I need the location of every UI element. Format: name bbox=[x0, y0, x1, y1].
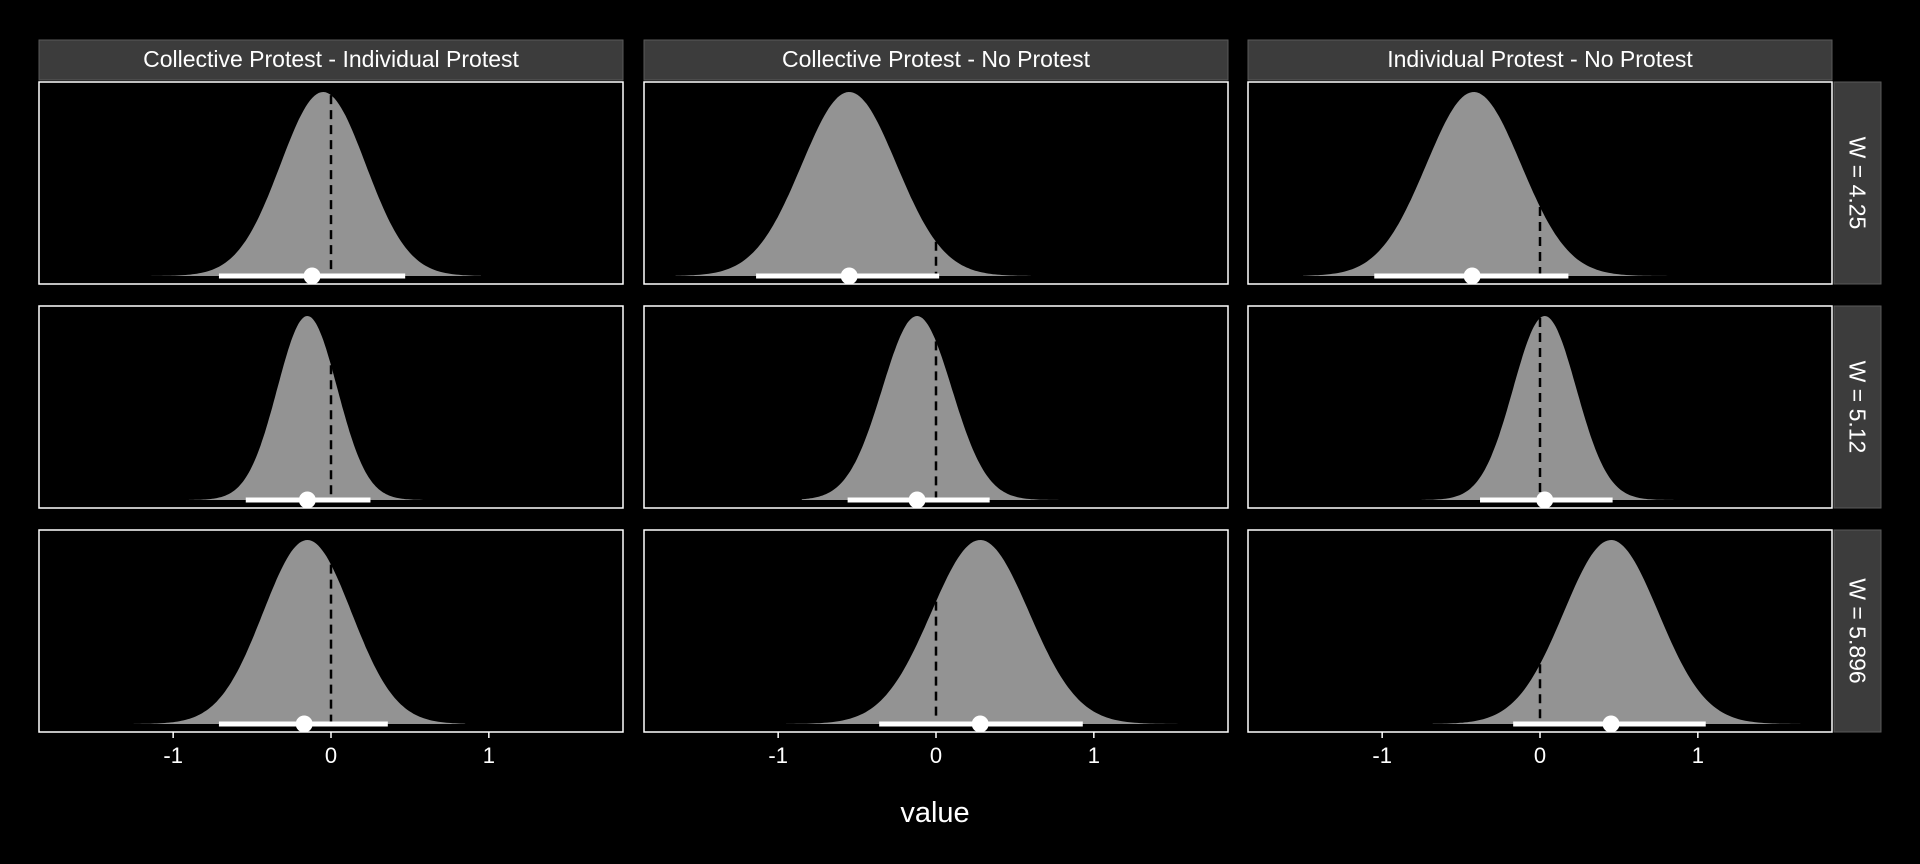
point-estimate bbox=[1463, 267, 1481, 285]
x-tick-label: 0 bbox=[325, 743, 337, 768]
x-axis: -1 0 1 bbox=[163, 732, 495, 768]
facet-panel bbox=[1247, 81, 1833, 285]
panel-border bbox=[643, 81, 1229, 285]
x-tick-label: 0 bbox=[930, 743, 942, 768]
point-estimate bbox=[295, 715, 313, 733]
panel-border bbox=[1247, 305, 1833, 509]
x-tick-label: -1 bbox=[1372, 743, 1392, 768]
x-tick-label: 1 bbox=[1692, 743, 1704, 768]
density-area bbox=[133, 540, 466, 724]
x-axis-title: value bbox=[900, 797, 969, 829]
facet-strip-right-background bbox=[1833, 81, 1882, 285]
density-area bbox=[675, 92, 1031, 276]
density-area bbox=[188, 316, 423, 500]
facet-strip-right-label: W = 4.25 bbox=[1845, 137, 1871, 230]
x-tick-label: 0 bbox=[1534, 743, 1546, 768]
point-estimate bbox=[298, 491, 316, 509]
facet-panel bbox=[38, 305, 624, 509]
facet-strip-top: Collective Protest - Individual Protest bbox=[38, 39, 624, 81]
x-tick-label: 1 bbox=[483, 743, 495, 768]
panel-border bbox=[38, 81, 624, 285]
facet-panel bbox=[643, 81, 1229, 285]
x-axis: -1 0 1 bbox=[1372, 732, 1704, 768]
facet-panel bbox=[1247, 305, 1833, 509]
facet-strip-top-label: Collective Protest - No Protest bbox=[782, 46, 1091, 72]
facet-strip-top-background bbox=[38, 39, 624, 81]
facet-strip-right: W = 5.12 bbox=[1833, 305, 1882, 509]
density-area bbox=[786, 540, 1197, 724]
point-estimate bbox=[971, 715, 989, 733]
facet-strip-right-label: W = 5.896 bbox=[1845, 578, 1871, 683]
facet-panel bbox=[38, 81, 624, 285]
density-area bbox=[125, 92, 481, 276]
facet-strip-right: W = 4.25 bbox=[1833, 81, 1882, 285]
facet-panel bbox=[643, 305, 1229, 509]
facet-strip-top-background bbox=[643, 39, 1229, 81]
point-estimate bbox=[908, 491, 926, 509]
facet-strip-right-background bbox=[1833, 529, 1882, 733]
facet-strip-top-label: Individual Protest - No Protest bbox=[1387, 46, 1693, 72]
x-axis: -1 0 1 bbox=[768, 732, 1100, 768]
facet-panel bbox=[643, 529, 1229, 733]
point-estimate bbox=[1602, 715, 1620, 733]
facet-strip-right-background bbox=[1833, 305, 1882, 509]
density-area bbox=[1421, 316, 1675, 500]
density-area bbox=[1432, 540, 1801, 724]
x-tick-label: 1 bbox=[1088, 743, 1100, 768]
facet-strip-top: Collective Protest - No Protest bbox=[643, 39, 1229, 81]
facet-strip-top-label: Collective Protest - Individual Protest bbox=[143, 46, 519, 72]
panel-border bbox=[643, 305, 1229, 509]
facet-strip-right: W = 5.896 bbox=[1833, 529, 1882, 733]
facet-strip-top: Individual Protest - No Protest bbox=[1247, 39, 1833, 81]
facet-panel bbox=[38, 529, 624, 733]
point-estimate bbox=[840, 267, 858, 285]
facet-panel bbox=[1247, 529, 1833, 733]
density-area bbox=[1303, 92, 1695, 276]
point-estimate bbox=[303, 267, 321, 285]
facet-strip-top-background bbox=[1247, 39, 1833, 81]
panel-border bbox=[38, 305, 624, 509]
point-estimate bbox=[1536, 491, 1554, 509]
facet-strip-right-label: W = 5.12 bbox=[1845, 361, 1871, 454]
density-area bbox=[801, 316, 1079, 500]
x-tick-label: -1 bbox=[163, 743, 183, 768]
x-tick-label: -1 bbox=[768, 743, 788, 768]
panel-border bbox=[1247, 81, 1833, 285]
